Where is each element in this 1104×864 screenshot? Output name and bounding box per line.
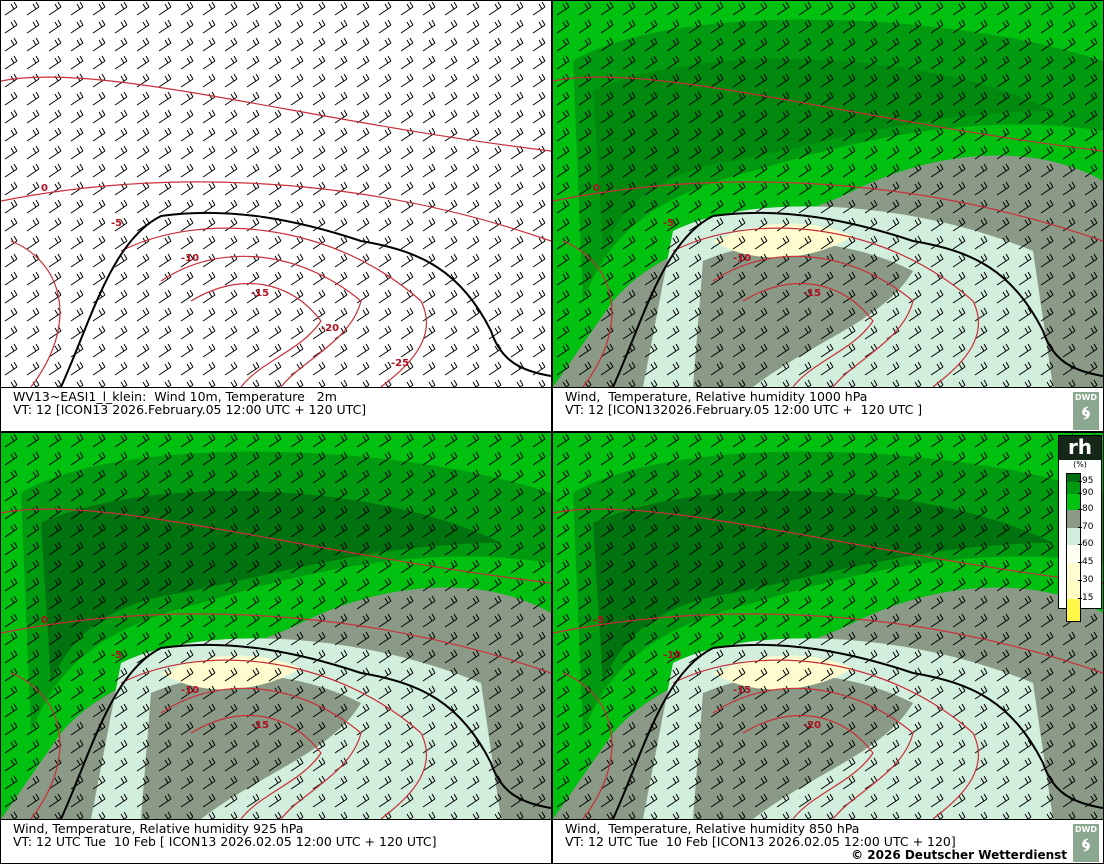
map-panel-3: 0 -5 -10 -15 Wind, Temperature, Relative hu… [0,432,552,864]
contour-label: -15 [251,720,269,731]
legend-level: 90 [1077,488,1094,498]
valid-time: VT: 12 UTC Tue 10 Feb [ICON13 2026.02.05… [565,834,956,849]
legend-level: 80 [1077,504,1094,514]
valid-time: VT: 12 UTC Tue 10 Feb [ ICON13 2026.02.0… [13,834,437,849]
legend-swatch [1067,599,1080,621]
contour-label: -10 [663,650,681,661]
contour-label: -5 [111,218,122,229]
contour-label: -5 [663,218,674,229]
contour-label: -10 [181,253,199,264]
map-panel-4: -5 -10 -15 -20 Wind, Temperature, Relative … [552,432,1104,864]
contour-label: -10 [181,685,199,696]
legend-swatch [1067,510,1080,528]
panel-caption: Wind, Temperature, Relative humidity 925… [13,822,436,848]
panel-caption: WV13~EASI1_l_klein: Wind 10m, Temperatur… [13,390,366,416]
panel-title: Wind, Temperature, Relative humidity 100… [565,389,868,404]
contour-label: -25 [391,358,409,369]
panel-caption: Wind, Temperature, Relative humidity 850… [565,822,956,848]
contour-label: -15 [733,685,751,696]
wind-barbs [553,1,1103,387]
legend-swatch [1067,494,1080,510]
legend-level: 70 [1077,522,1094,532]
contour-label: -5 [593,615,604,626]
legend-swatch [1067,482,1080,494]
swirl-icon: 🌀︎ [1081,835,1091,856]
map-area: 0 -5 -10 -15 [553,1,1103,388]
dwd-logo: DWD 🌀︎ [1073,392,1099,430]
legend-level: 95 [1077,476,1094,486]
legend-unit: (%) [1073,460,1087,469]
map-area: 0-5-10-15-20-25-30 [1,1,551,388]
rh-legend: rh (%) 95 90 80 70 60 45 30 15 [1058,435,1102,622]
valid-time: VT: 12 [ICON132026.February.05 12:00 UTC… [565,402,923,417]
panel-title: Wind, Temperature, Relative humidity 850… [565,821,860,836]
wind-barbs [1,1,551,387]
map-panel-1: 0-5-10-15-20-25-30 WV13~EASI1_l_klein: W… [0,0,552,432]
legend-level: 15 [1077,593,1094,603]
contour-label: 0 [41,183,48,194]
legend-swatch [1067,528,1080,545]
dwd-logo: DWD 🌀︎ [1073,824,1099,862]
valid-time: VT: 12 [ICON13 2026.February.05 12:00 UT… [13,402,367,417]
contour-label: -10 [733,253,751,264]
contour-label: -20 [321,323,339,334]
panel-title: Wind, Temperature, Relative humidity 925… [13,821,304,836]
contour-label: -15 [803,288,821,299]
map-area: 0 -5 -10 -15 [1,433,551,820]
contour-label: 0 [41,615,48,626]
legend-level: 45 [1077,557,1094,567]
contour-label: -5 [111,650,122,661]
legend-level: 60 [1077,539,1094,549]
map-area: -5 -10 -15 -20 [553,433,1103,820]
contour-label: 0 [593,183,600,194]
copyright: © 2026 Deutscher Wetterdienst [851,848,1067,862]
legend-color-bar [1066,473,1081,622]
swirl-icon: 🌀︎ [1081,403,1091,424]
legend-level: 30 [1077,575,1094,585]
map-panel-2: 0 -5 -10 -15 Wind, Temperature, Relative hu… [552,0,1104,432]
legend-title: rh [1059,436,1101,460]
wind-barbs [1,433,551,819]
legend-swatch [1067,581,1080,599]
panel-title: WV13~EASI1_l_klein: Wind 10m, Temperatur… [13,389,337,404]
legend-swatch [1067,474,1080,482]
legend-swatch [1067,563,1080,581]
contour-label: -20 [803,720,821,731]
panel-caption: Wind, Temperature, Relative humidity 100… [565,390,922,416]
wind-barbs [553,433,1103,819]
contour-label: -15 [251,288,269,299]
legend-swatch [1067,545,1080,563]
